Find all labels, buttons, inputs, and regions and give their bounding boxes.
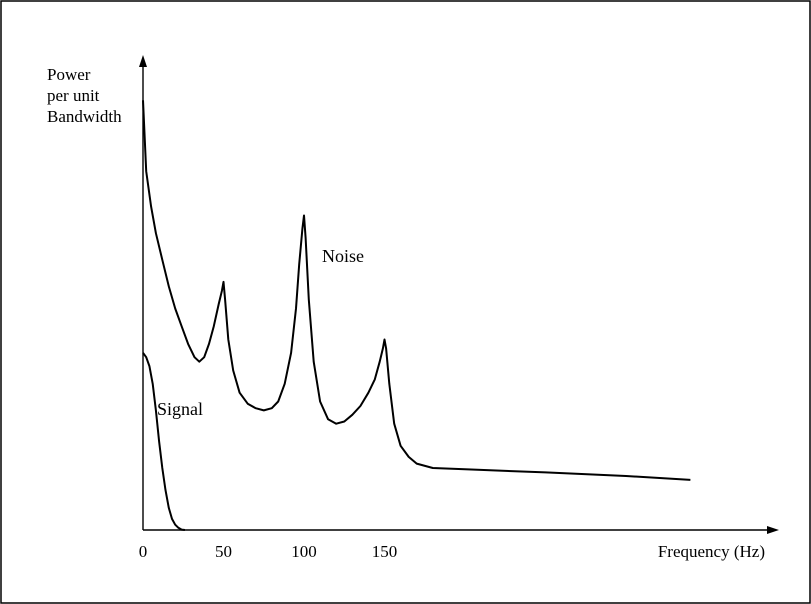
y-axis-label-line-3: Bandwidth xyxy=(47,107,122,126)
x-tick-label: 150 xyxy=(372,542,398,561)
noise-annotation: Noise xyxy=(322,246,364,266)
x-tick-labels: 0 50 100 150 xyxy=(139,542,398,561)
signal-annotation: Signal xyxy=(157,399,203,419)
y-axis-arrowhead xyxy=(139,55,147,67)
x-tick-label: 0 xyxy=(139,542,148,561)
x-axis-arrowhead xyxy=(767,526,779,534)
x-tick-label: 100 xyxy=(291,542,317,561)
y-axis-label-line-1: Power xyxy=(47,65,91,84)
y-axis-label-line-2: per unit xyxy=(47,86,100,105)
x-tick-label: 50 xyxy=(215,542,232,561)
x-axis-label: Frequency (Hz) xyxy=(658,542,765,561)
signal-series-line xyxy=(142,352,186,531)
noise-series-line xyxy=(142,100,691,481)
